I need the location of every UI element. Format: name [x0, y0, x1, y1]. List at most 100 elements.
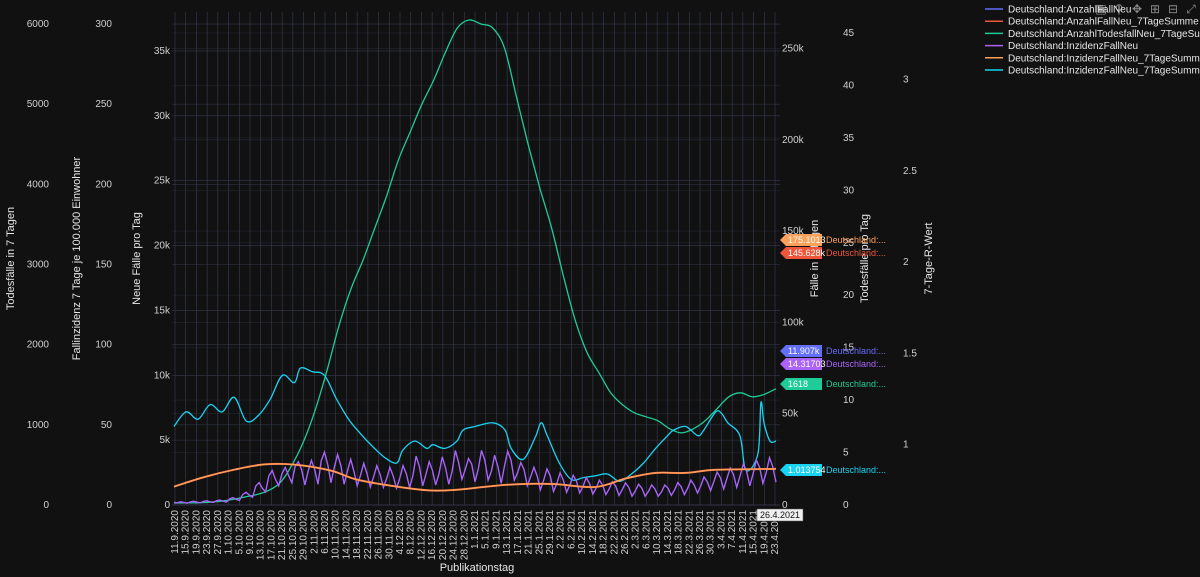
hover-value: 14.31703 — [788, 359, 826, 369]
y-tick-todes: 2000 — [27, 340, 50, 351]
y-tick-todes: 1000 — [27, 420, 50, 431]
x-tick-label: 26.11.2020 — [374, 510, 385, 560]
y-axis-title-neue: Neue Fälle pro Tag — [131, 212, 143, 305]
y-tick-todesneu: 15 — [843, 343, 855, 354]
y-tick-r: 2.5 — [903, 166, 917, 177]
y-tick-faelle: 250k — [782, 44, 805, 55]
autoscale-icon[interactable]: ⤢ — [1186, 2, 1196, 16]
x-tick-label: 20.12.2020 — [438, 510, 449, 560]
x-tick-label: 22.3.2021 — [684, 510, 695, 555]
hover-series-label: Deutschland:... — [826, 379, 886, 389]
y-axis-title-todes: Todesfälle in 7 Tagen — [5, 207, 17, 310]
x-tick-label: 23.9.2020 — [202, 510, 213, 555]
hover-value: 145.628k — [788, 248, 826, 258]
zoom-in-icon[interactable]: ⊞ — [1149, 2, 1161, 16]
legend[interactable]: Deutschland:AnzahlFallNeuDeutschland:Anz… — [985, 5, 1200, 77]
y-tick-todesneu: 30 — [843, 185, 855, 196]
x-tick-label: 27.9.2020 — [213, 510, 224, 555]
y-axis-title-todesneu: Todesfälle pro Tag — [859, 214, 871, 303]
y-tick-neue: 10k — [154, 370, 171, 381]
legend-item[interactable]: Deutschland:AnzahlFallNeu_7TageSumme — [1008, 17, 1199, 28]
x-tick-label: 17.1.2021 — [513, 510, 524, 555]
y-tick-faelle: 50k — [782, 409, 799, 420]
y-axis-title-inzidenz: Fallinzidenz 7 Tage je 100.000 Einwohner — [71, 156, 83, 360]
x-tick-label: 21.10.2020 — [277, 510, 288, 560]
hover-series-label: Deutschland:... — [826, 248, 886, 258]
x-tick-label: 11.9.2020 — [170, 510, 181, 554]
x-tick-label: 16.12.2020 — [427, 510, 438, 560]
x-tick-label: 2.2.2021 — [556, 510, 567, 549]
series-lines — [173, 19, 777, 504]
x-tick-label: 25.10.2020 — [288, 510, 299, 560]
x-tick-label: 14.11.2020 — [341, 510, 352, 560]
x-tick-label: 29.1.2021 — [545, 510, 556, 555]
x-tick-label: 19.9.2020 — [191, 510, 202, 555]
y-tick-todes: 0 — [43, 500, 49, 511]
legend-item[interactable]: Deutschland:InzidenzFallNeu — [1008, 41, 1138, 52]
x-tick-label: 5.10.2020 — [234, 510, 245, 555]
x-tick-label: 7.4.2021 — [727, 510, 738, 549]
x-tick-label: 6.11.2020 — [320, 510, 331, 554]
y-tick-todesneu: 0 — [843, 500, 849, 511]
y-tick-todesneu: 25 — [843, 238, 855, 249]
y-tick-neue: 25k — [154, 176, 171, 187]
camera-icon[interactable]: ▣ — [1095, 2, 1107, 16]
y-tick-todes: 4000 — [27, 179, 50, 190]
x-tick-label: 26.2.2021 — [620, 510, 631, 555]
y-tick-todes: 3000 — [27, 260, 50, 271]
x-tick-label: 21.1.2021 — [524, 510, 535, 555]
hover-series-label: Deutschland:... — [826, 465, 886, 475]
x-tick-label: 14.3.2021 — [663, 510, 674, 555]
legend-item[interactable]: Deutschland:AnzahlFallNeu — [1008, 5, 1131, 16]
x-tick-label: 10.2.2021 — [577, 510, 588, 555]
legend-item[interactable]: Deutschland:AnzahlTodesfallNeu_7TageSumm… — [1008, 29, 1200, 40]
x-tick-label: 14.2.2021 — [588, 510, 599, 555]
y-tick-inzidenz: 200 — [95, 179, 112, 190]
y-tick-inzidenz: 250 — [95, 99, 112, 110]
x-tick-label: 1.1.2021 — [470, 510, 481, 549]
zoom-out-icon[interactable]: ⊟ — [1167, 2, 1179, 16]
line-todes-7tage — [173, 19, 777, 504]
x-tick-label: 9.10.2020 — [245, 510, 256, 555]
y-tick-todesneu: 10 — [843, 395, 855, 406]
hover-pointer — [780, 345, 822, 357]
x-tick-label: 10.3.2021 — [652, 510, 663, 555]
line-inzidenz-7tage-summe — [173, 463, 777, 492]
hover-pointer — [780, 234, 822, 246]
x-tick-label: 18.2.2021 — [599, 510, 610, 555]
hover-value: 1618 — [788, 379, 808, 389]
legend-item[interactable]: Deutschland:InzidenzFallNeu_7TageSumme — [1008, 53, 1200, 64]
x-tick-label: 30.11.2020 — [384, 510, 395, 560]
x-tick-label: 13.1.2021 — [502, 510, 513, 555]
y-tick-neue: 30k — [154, 111, 171, 122]
x-hover-box — [756, 508, 804, 522]
x-tick-label: 19.4.2021 — [759, 510, 770, 555]
plot-grid — [172, 12, 780, 506]
x-tick-label: 30.3.2021 — [706, 510, 717, 555]
y-tick-inzidenz: 300 — [95, 19, 112, 30]
y-tick-todesneu: 5 — [843, 448, 849, 459]
x-tick-label: 6.2.2021 — [566, 510, 577, 549]
hover-labels: 175.1013 Deutschland:...145.628k Deutschla… — [756, 234, 886, 522]
x-axis: 11.9.2020 15.9.2020 19.9.2020 23.9.2020 27.9… — [170, 510, 781, 560]
hover-series-label: Deutschland:... — [826, 346, 886, 356]
zoom-icon[interactable]: ⚲ — [1114, 2, 1124, 16]
x-axis-title: Publikationstag — [440, 562, 515, 574]
x-tick-label: 18.11.2020 — [352, 510, 363, 560]
y-tick-faelle: 150k — [782, 226, 805, 237]
legend-item[interactable]: Deutschland:InzidenzFallNeu_7TageSumme_R — [1008, 66, 1200, 77]
x-tick-label: 29.10.2020 — [299, 510, 310, 560]
hover-pointer — [780, 464, 822, 476]
x-tick-label: 23.4.2021 — [770, 510, 781, 555]
pan-icon[interactable]: ✥ — [1131, 2, 1143, 16]
y-tick-neue: 15k — [154, 305, 171, 316]
x-tick-label: 26.3.2021 — [695, 510, 706, 555]
x-tick-label: 13.10.2020 — [256, 510, 267, 560]
x-tick-label: 22.2.2021 — [609, 510, 620, 555]
y-tick-todesneu: 35 — [843, 133, 855, 144]
x-tick-label: 10.11.2020 — [331, 510, 342, 560]
y-tick-todes: 5000 — [27, 99, 50, 110]
y-tick-todesneu: 40 — [843, 80, 855, 91]
